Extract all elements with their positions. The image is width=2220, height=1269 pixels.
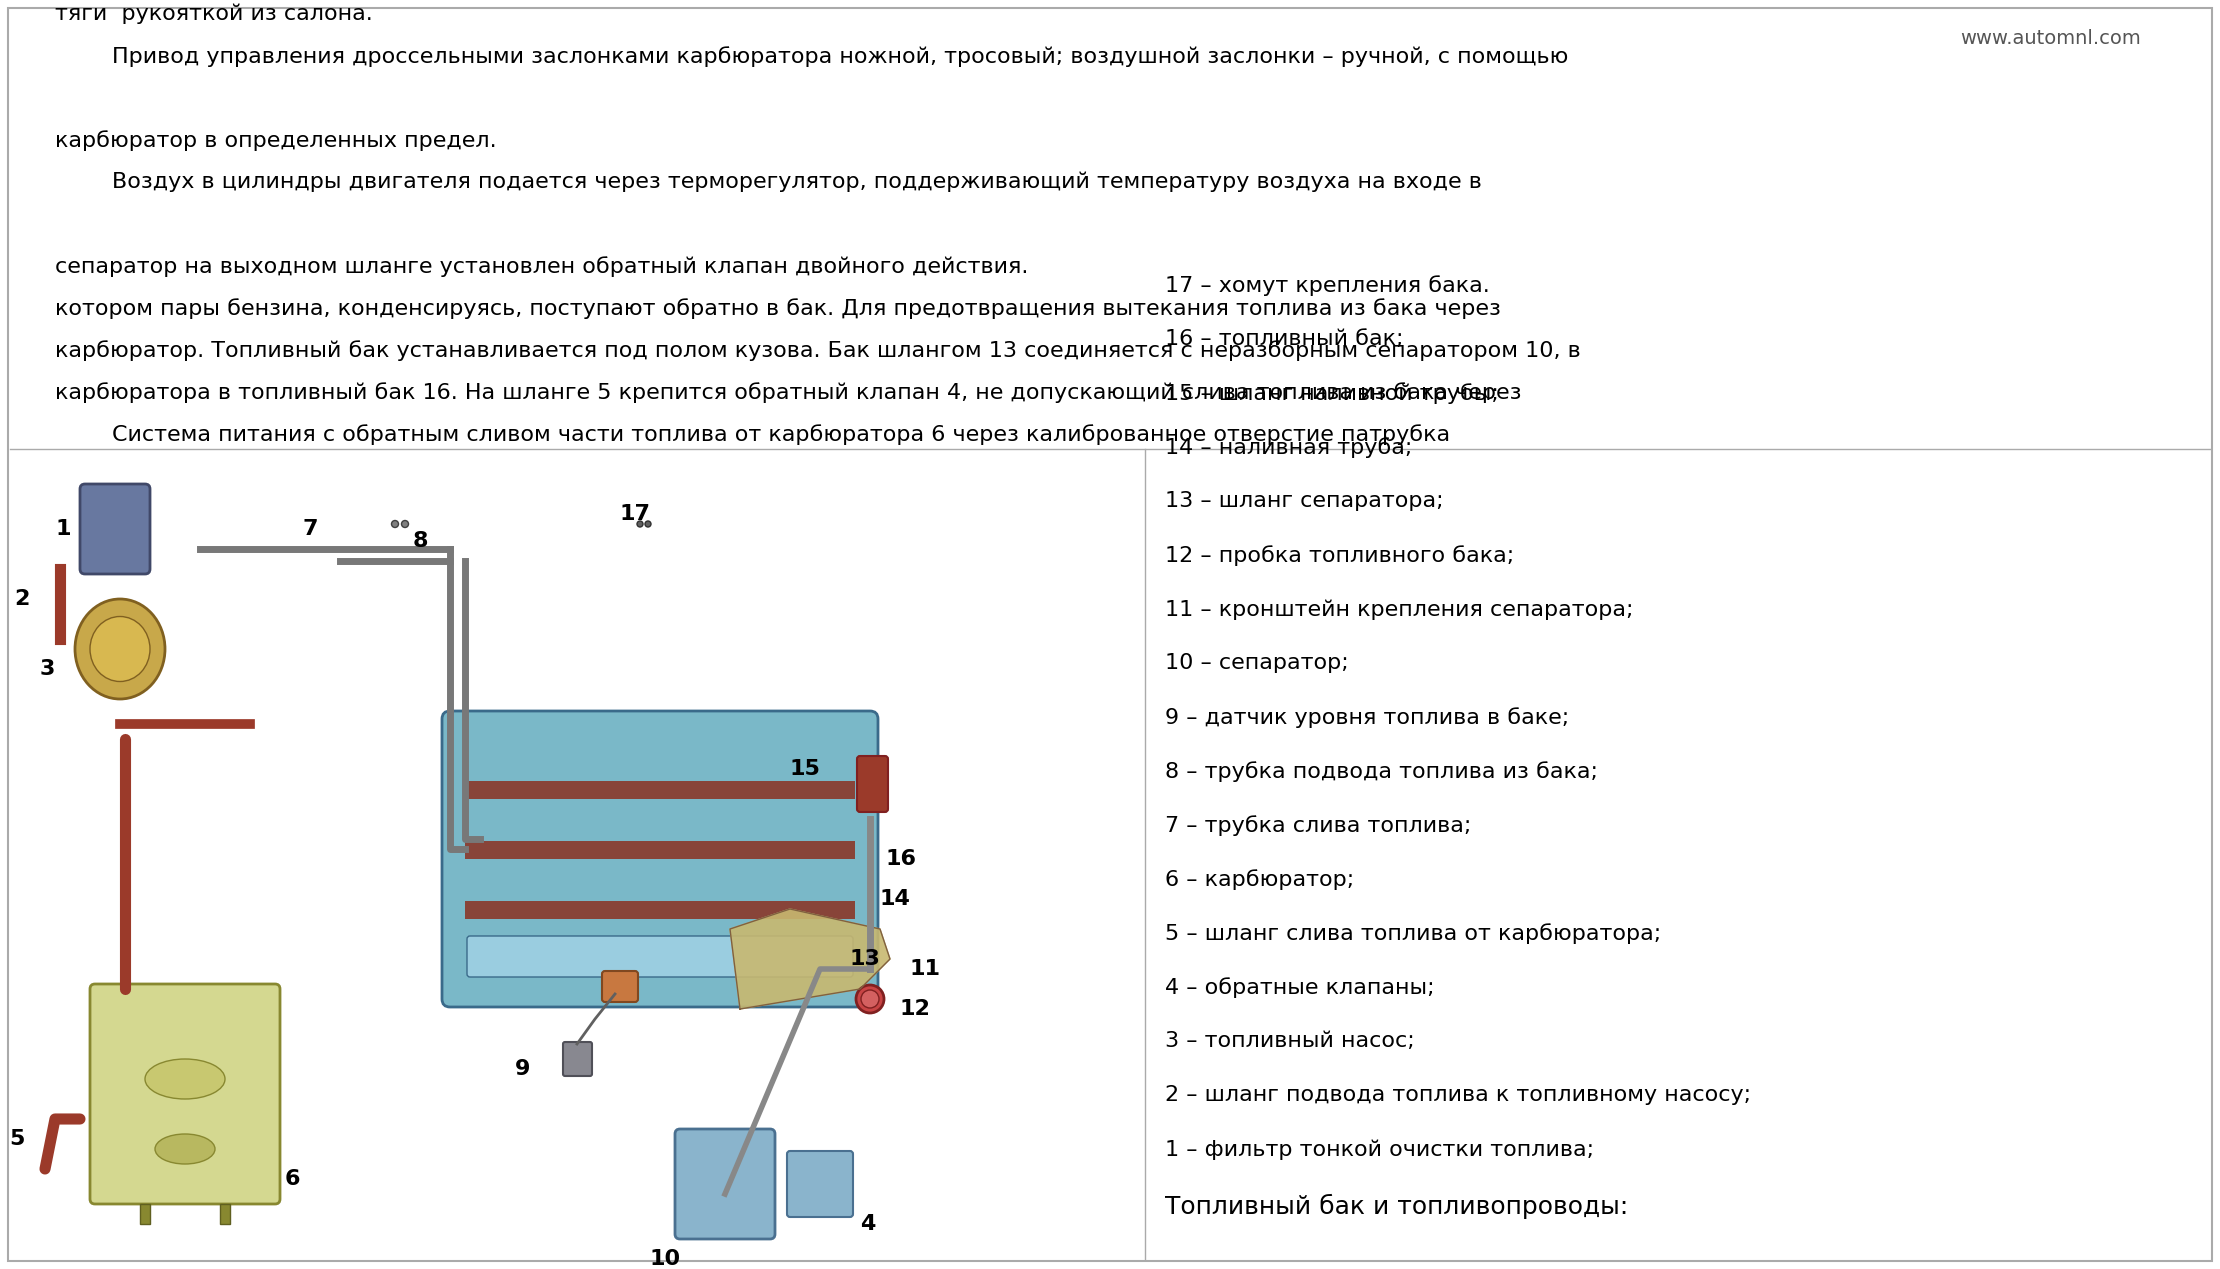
Text: Воздух в цилиндры двигателя подается через терморегулятор, поддерживающий темпер: Воздух в цилиндры двигателя подается чер…	[56, 173, 1483, 193]
FancyBboxPatch shape	[466, 937, 852, 977]
FancyBboxPatch shape	[675, 1129, 775, 1239]
Text: 9 – датчик уровня топлива в баке;: 9 – датчик уровня топлива в баке;	[1166, 707, 1570, 728]
Ellipse shape	[646, 522, 650, 527]
Text: 8 – трубка подвода топлива из бака;: 8 – трубка подвода топлива из бака;	[1166, 761, 1598, 782]
Text: Топливный бак и топливопроводы:: Топливный бак и топливопроводы:	[1166, 1194, 1627, 1220]
Text: Система питания с обратным сливом части топлива от карбюратора 6 через калиброва: Система питания с обратным сливом части …	[56, 424, 1450, 445]
FancyBboxPatch shape	[80, 483, 151, 574]
Bar	[464, 901, 855, 919]
Text: 1 – фильтр тонкой очистки топлива;: 1 – фильтр тонкой очистки топлива;	[1166, 1140, 1594, 1160]
Ellipse shape	[857, 985, 884, 1013]
FancyBboxPatch shape	[442, 711, 877, 1008]
Text: карбюратор. Топливный бак устанавливается под полом кузова. Бак шлангом 13 соеди: карбюратор. Топливный бак устанавливаетс…	[56, 340, 1581, 360]
Text: 15 – шланг наливной трубы;: 15 – шланг наливной трубы;	[1166, 383, 1498, 404]
Ellipse shape	[861, 990, 879, 1008]
Text: 3 – топливный насос;: 3 – топливный насос;	[1166, 1030, 1414, 1051]
Text: 11 – кронштейн крепления сепаратора;: 11 – кронштейн крепления сепаратора;	[1166, 599, 1634, 619]
Text: www.automnl.com: www.automnl.com	[1960, 29, 2140, 48]
Text: карбюратор в определенных предел.: карбюратор в определенных предел.	[56, 129, 497, 151]
Text: котором пары бензина, конденсируясь, поступают обратно в бак. Для предотвращения: котором пары бензина, конденсируясь, пос…	[56, 298, 1501, 319]
Text: 4: 4	[859, 1214, 875, 1233]
Text: карбюратора в топливный бак 16. На шланге 5 крепится обратный клапан 4, не допус: карбюратора в топливный бак 16. На шланг…	[56, 382, 1521, 402]
Text: 16: 16	[886, 849, 917, 869]
Ellipse shape	[75, 599, 164, 699]
Bar	[464, 841, 855, 859]
Text: 6: 6	[284, 1169, 300, 1189]
Text: 2: 2	[16, 589, 31, 609]
Ellipse shape	[402, 520, 408, 528]
Ellipse shape	[91, 617, 151, 681]
Text: 10 – сепаратор;: 10 – сепаратор;	[1166, 654, 1350, 673]
Text: Привод управления дроссельными заслонками карбюратора ножной, тросовый; воздушно: Привод управления дроссельными заслонкам…	[56, 46, 1567, 67]
Text: 16 – топливный бак;: 16 – топливный бак;	[1166, 329, 1403, 349]
Text: 12: 12	[899, 999, 930, 1019]
Text: 14: 14	[879, 890, 910, 909]
Polygon shape	[730, 909, 890, 1009]
FancyBboxPatch shape	[788, 1151, 852, 1217]
FancyBboxPatch shape	[564, 1042, 593, 1076]
Ellipse shape	[391, 520, 400, 528]
Text: 4 – обратные клапаны;: 4 – обратные клапаны;	[1166, 977, 1434, 997]
Text: 5: 5	[9, 1129, 24, 1148]
Text: 6 – карбюратор;: 6 – карбюратор;	[1166, 869, 1354, 890]
Text: 8: 8	[413, 530, 428, 551]
Text: 11: 11	[910, 959, 941, 978]
Text: 13 – шланг сепаратора;: 13 – шланг сепаратора;	[1166, 491, 1443, 511]
FancyBboxPatch shape	[602, 971, 637, 1003]
Text: 5 – шланг слива топлива от карбюратора;: 5 – шланг слива топлива от карбюратора;	[1166, 923, 1661, 944]
Text: 1: 1	[56, 519, 71, 539]
Text: 7 – трубка слива топлива;: 7 – трубка слива топлива;	[1166, 815, 1472, 836]
Text: 17: 17	[619, 504, 650, 524]
Text: 17 – хомут крепления бака.: 17 – хомут крепления бака.	[1166, 275, 1490, 296]
Text: 14 – наливная труба;: 14 – наливная труба;	[1166, 437, 1412, 458]
Ellipse shape	[637, 522, 644, 527]
Ellipse shape	[144, 1060, 224, 1099]
Text: 7: 7	[302, 519, 317, 539]
Text: 3: 3	[40, 659, 56, 679]
Text: 10: 10	[650, 1249, 682, 1269]
FancyBboxPatch shape	[857, 756, 888, 812]
Text: тяги  рукояткой из салона.: тяги рукояткой из салона.	[56, 4, 373, 24]
Bar	[140, 1204, 151, 1225]
Text: 12 – пробка топливного бака;: 12 – пробка топливного бака;	[1166, 544, 1514, 566]
Bar	[464, 780, 855, 799]
Text: сепаратор на выходном шланге установлен обратный клапан двойного действия.: сепаратор на выходном шланге установлен …	[56, 256, 1028, 277]
FancyBboxPatch shape	[91, 983, 280, 1204]
Text: 15: 15	[788, 759, 819, 779]
Ellipse shape	[155, 1134, 215, 1164]
Text: 2 – шланг подвода топлива к топливному насосу;: 2 – шланг подвода топлива к топливному н…	[1166, 1085, 1752, 1105]
Text: 13: 13	[850, 949, 881, 970]
Text: 9: 9	[515, 1060, 531, 1079]
Bar	[220, 1204, 231, 1225]
